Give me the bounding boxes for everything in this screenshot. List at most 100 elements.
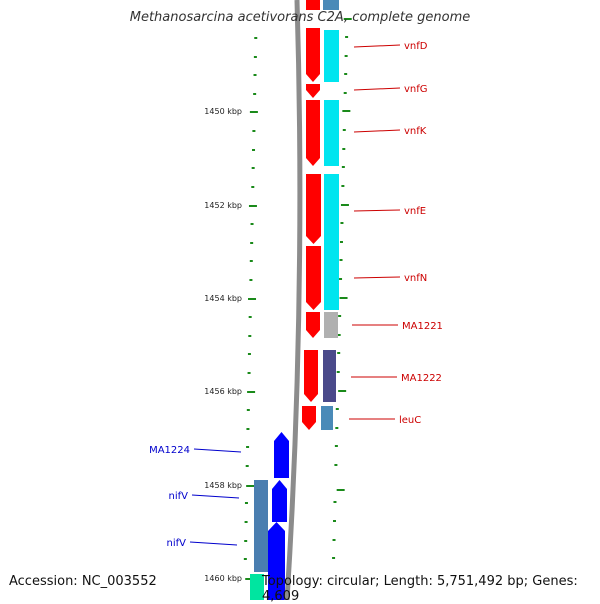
minor-tick	[334, 464, 338, 466]
major-tick	[340, 204, 349, 206]
gene-label[interactable]: MA1222	[401, 373, 442, 384]
minor-tick	[245, 465, 249, 467]
major-tick	[338, 390, 347, 392]
minor-tick	[247, 372, 251, 374]
minor-tick	[342, 148, 346, 150]
reverse-cds-arrow	[272, 480, 287, 522]
minor-tick	[246, 409, 250, 411]
accession-label: Accession: NC_003552	[9, 574, 157, 589]
major-tick	[245, 578, 254, 580]
feature-tracks	[250, 0, 339, 600]
cog-block	[250, 574, 264, 600]
scale-label: 1456 kbp	[204, 387, 242, 396]
minor-tick	[333, 520, 336, 522]
reverse-cds-arrow	[274, 432, 289, 478]
major-tick	[248, 205, 257, 207]
major-tick	[336, 489, 345, 491]
forward-cds-arrow	[302, 406, 316, 430]
minor-tick	[253, 74, 257, 76]
forward-cds-arrow	[306, 100, 320, 166]
minor-tick	[332, 557, 336, 559]
forward-cds-arrow	[306, 246, 321, 310]
minor-tick	[248, 316, 252, 318]
minor-tick	[341, 166, 345, 168]
gene-label[interactable]: vnfN	[404, 273, 427, 284]
minor-tick	[342, 129, 346, 131]
minor-tick	[340, 222, 344, 224]
cog-block	[324, 100, 339, 166]
reverse-cds-arrow	[268, 522, 285, 600]
minor-tick	[243, 558, 247, 560]
minor-tick	[254, 37, 258, 39]
minor-tick	[248, 335, 252, 337]
cog-block	[324, 30, 339, 82]
gene-label[interactable]: leuC	[399, 415, 421, 426]
gene-label[interactable]: vnfK	[404, 126, 427, 137]
gene-label[interactable]: nifV	[167, 538, 187, 549]
minor-tick	[251, 167, 255, 169]
tick-marks	[243, 18, 352, 580]
forward-cds-arrow	[306, 28, 320, 82]
cog-block	[323, 350, 336, 402]
cog-block	[321, 406, 333, 430]
minor-tick	[253, 56, 257, 58]
minor-tick	[252, 130, 256, 132]
genome-backbone	[284, 0, 303, 601]
gene-label[interactable]: MA1224	[149, 445, 190, 456]
minor-tick	[339, 278, 343, 280]
major-tick	[249, 111, 258, 113]
scale-label: 1460 kbp	[204, 574, 242, 583]
gene-label-leader	[353, 87, 401, 91]
gene-label[interactable]: MA1221	[402, 321, 443, 332]
scale-labels: 1450 kbp 1452 kbp 1454 kbp 1456 kbp 1458 kbp…	[204, 107, 242, 583]
forward-cds-arrow	[306, 174, 321, 244]
scale-label: 1458 kbp	[204, 481, 242, 490]
gene-label[interactable]: vnfE	[404, 206, 426, 217]
gene-label-leader	[191, 494, 240, 499]
gene-label[interactable]: vnfG	[404, 84, 428, 95]
major-tick	[247, 391, 256, 393]
map-title: Methanosarcina acetivorans C2A, complete…	[129, 10, 471, 25]
gene-label-leader	[353, 276, 401, 279]
forward-cds-arrow	[306, 312, 320, 338]
cog-block	[254, 480, 268, 572]
minor-tick	[244, 521, 248, 523]
gene-label-leader	[193, 448, 242, 453]
major-tick	[246, 485, 255, 487]
minor-tick	[337, 334, 341, 336]
minor-tick	[251, 186, 255, 188]
minor-tick	[249, 260, 253, 262]
forward-cds-arrow	[306, 0, 320, 10]
gene-label-leader	[353, 129, 401, 133]
minor-tick	[344, 55, 348, 57]
minor-tick	[332, 539, 336, 541]
minor-tick	[333, 501, 337, 503]
gene-label[interactable]: nifV	[169, 491, 189, 502]
minor-tick	[335, 408, 339, 410]
minor-tick	[250, 223, 254, 225]
minor-tick	[344, 73, 348, 75]
scale-label: 1450 kbp	[204, 107, 242, 116]
minor-tick	[247, 353, 251, 355]
minor-tick	[244, 540, 248, 542]
gene-label-leader	[189, 541, 238, 546]
scale-label: 1454 kbp	[204, 294, 242, 303]
minor-tick	[336, 371, 340, 373]
scale-label: 1452 kbp	[204, 201, 242, 210]
major-tick	[248, 298, 257, 300]
minor-tick	[246, 428, 250, 430]
forward-cds-arrow	[306, 84, 320, 98]
forward-cds-arrow	[304, 350, 318, 402]
minor-tick	[252, 149, 256, 151]
minor-tick	[341, 185, 345, 187]
gene-label-leader	[353, 44, 401, 48]
minor-tick	[335, 427, 339, 429]
minor-tick	[338, 315, 342, 317]
minor-tick	[339, 259, 343, 261]
gene-label[interactable]: vnfD	[404, 41, 428, 52]
minor-tick	[343, 92, 347, 94]
minor-tick	[339, 241, 343, 243]
minor-tick	[253, 93, 257, 95]
